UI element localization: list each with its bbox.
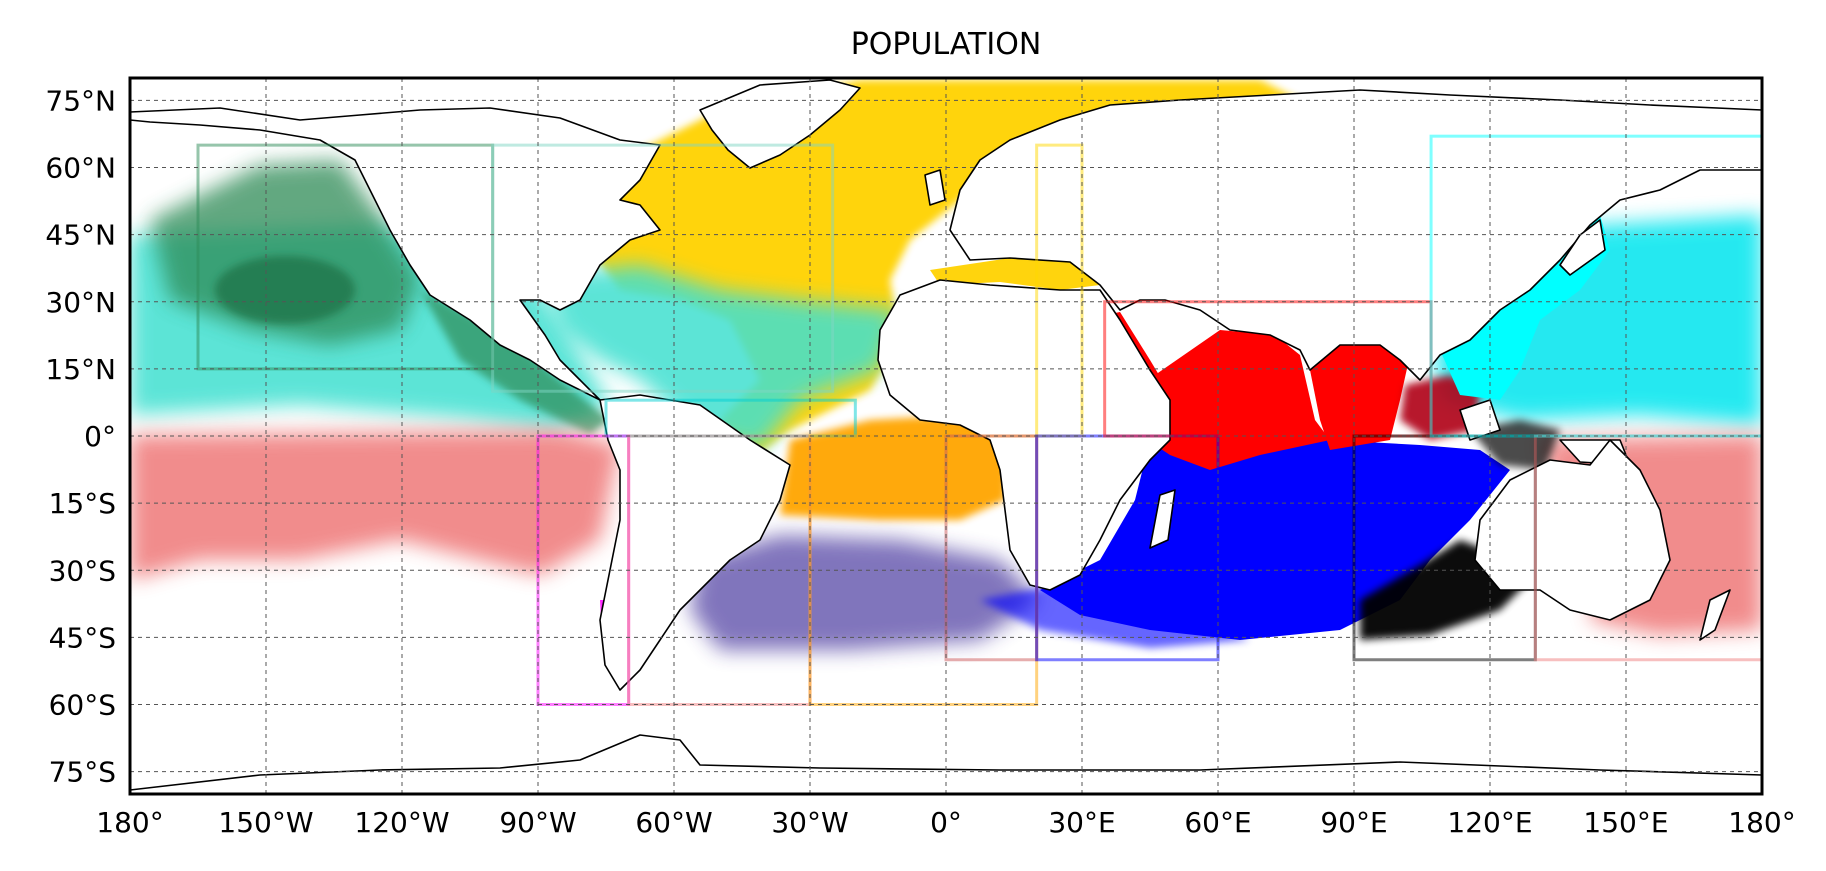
antarctica-outline bbox=[130, 734, 1762, 794]
latitude-tick-label: 75°S bbox=[49, 756, 116, 789]
japan-outline bbox=[1559, 219, 1606, 276]
south-america-outline bbox=[599, 394, 791, 691]
latitude-tick-label: 75°N bbox=[45, 84, 116, 117]
graticule bbox=[130, 78, 1762, 794]
longitude-tick-label: 120°E bbox=[1447, 806, 1532, 839]
latitude-tick-label: 45°N bbox=[45, 219, 116, 252]
longitude-tick-label: 180° bbox=[1728, 806, 1795, 839]
latitude-tick-label: 30°S bbox=[49, 554, 116, 587]
madagascar-outline bbox=[1149, 489, 1176, 549]
south-pacific-band-east bbox=[130, 430, 620, 580]
longitude-tick-label: 30°W bbox=[771, 806, 848, 839]
gulf-guinea-cloud bbox=[780, 415, 1010, 520]
longitude-tick-label: 60°W bbox=[635, 806, 712, 839]
region-box bbox=[491, 143, 835, 393]
longitude-tick-label: 0° bbox=[930, 806, 962, 839]
longitude-tick-label: 90°W bbox=[499, 806, 576, 839]
australia-outline bbox=[1474, 439, 1671, 621]
longitude-tick-label: 120°W bbox=[354, 806, 449, 839]
british-isles-outline bbox=[924, 169, 946, 206]
plot-frame bbox=[128, 76, 1764, 796]
longitude-tick-label: 150°W bbox=[218, 806, 313, 839]
gyre-core bbox=[215, 256, 355, 324]
latitude-tick-label: 60°S bbox=[49, 689, 116, 722]
new-zealand-outline bbox=[1699, 589, 1731, 641]
map-title: POPULATION bbox=[851, 27, 1042, 62]
tropical-atlantic-cloud bbox=[545, 265, 900, 450]
longitude-tick-label: 180° bbox=[96, 806, 163, 839]
north-america-outline bbox=[130, 107, 661, 401]
latitude-tick-label: 0° bbox=[84, 420, 116, 453]
latitude-tick-label: 15°N bbox=[45, 353, 116, 386]
longitude-tick-label: 60°E bbox=[1184, 806, 1251, 839]
south-atlantic-speckle bbox=[690, 535, 1040, 650]
longitude-tick-label: 150°E bbox=[1583, 806, 1668, 839]
longitude-tick-label: 30°E bbox=[1048, 806, 1115, 839]
central-america-coast-cloud bbox=[420, 290, 610, 435]
bay-of-bengal-cloud bbox=[1310, 340, 1410, 450]
latitude-labels: 75°N 60°N 45°N 30°N 15°N 0° 15°S 30°S 45°S 60°S 75… bbox=[45, 84, 116, 788]
longitude-labels: 180° 150°W 120°W 90°W 60°W 30°W 0° 30°E 60°E 90°E… bbox=[96, 806, 1795, 839]
longitude-tick-label: 90°E bbox=[1320, 806, 1387, 839]
indian-ocean-south-edge bbox=[980, 580, 1250, 648]
latitude-tick-label: 45°S bbox=[49, 621, 116, 654]
mediterranean-cloud bbox=[930, 258, 1100, 290]
latitude-tick-label: 60°N bbox=[45, 152, 116, 185]
latitude-tick-label: 15°S bbox=[49, 487, 116, 520]
latitude-tick-label: 30°N bbox=[45, 286, 116, 319]
